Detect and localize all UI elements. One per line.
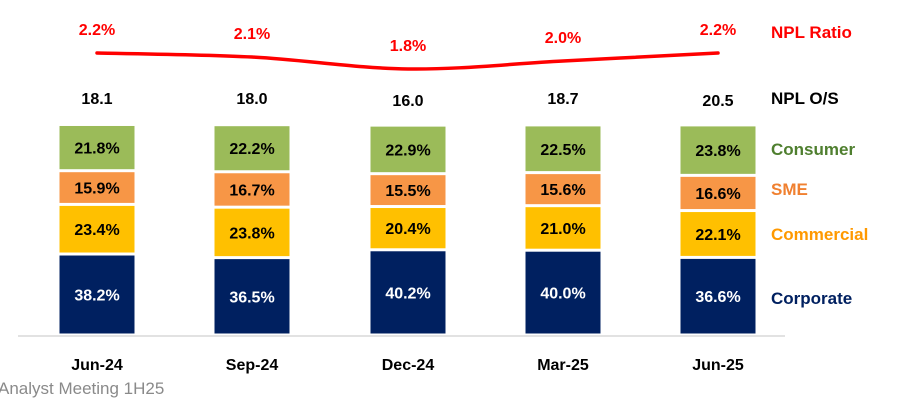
npl-ratio-label: 2.2%	[79, 22, 115, 39]
bar-commercial-Dec-24	[370, 208, 446, 249]
bar-consumer-Sep-24	[214, 126, 290, 171]
bar-sme-Sep-24	[214, 173, 290, 206]
data-label-commercial: 21.0%	[540, 221, 585, 238]
bar-corporate-Jun-25	[680, 258, 756, 334]
bar-consumer-Jun-24	[59, 125, 135, 170]
bar-corporate-Mar-25	[525, 251, 601, 334]
legend-commercial: Commercial	[771, 225, 868, 244]
data-label-consumer: 22.9%	[385, 142, 430, 159]
bar-sme-Jun-25	[680, 176, 756, 210]
bar-commercial-Mar-25	[525, 207, 601, 249]
bar-consumer-Mar-25	[525, 126, 601, 172]
bar-sme-Mar-25	[525, 174, 601, 205]
npl-ratio-label: 2.1%	[234, 26, 270, 43]
data-label-corporate: 38.2%	[74, 288, 119, 305]
data-label-commercial: 20.4%	[385, 221, 430, 238]
legend-npl-os: NPL O/S	[771, 89, 839, 108]
legend-corporate: Corporate	[771, 289, 852, 308]
footer-text: Analyst Meeting 1H25	[0, 379, 165, 398]
x-tick-label: Jun-25	[692, 357, 744, 374]
npl-ratio-label: 1.8%	[390, 38, 426, 55]
npl-os-label: 18.0	[236, 91, 267, 108]
npl-ratio-line	[95, 51, 720, 71]
data-label-corporate: 36.6%	[695, 289, 740, 306]
bar-corporate-Sep-24	[214, 259, 290, 334]
bar-consumer-Jun-25	[680, 126, 756, 174]
legend-npl-ratio: NPL Ratio	[771, 23, 852, 42]
bar-consumer-Dec-24	[370, 126, 446, 173]
data-label-sme: 16.7%	[229, 182, 274, 199]
data-label-sme: 15.9%	[74, 181, 119, 198]
data-label-consumer: 21.8%	[74, 141, 119, 158]
bar-corporate-Jun-24	[59, 255, 135, 334]
npl-os-label: 18.7	[547, 91, 578, 108]
data-label-sme: 15.5%	[385, 183, 430, 200]
legend-consumer: Consumer	[771, 140, 855, 159]
bar-commercial-Jun-24	[59, 205, 135, 253]
bar-commercial-Jun-25	[680, 212, 756, 256]
npl-os-label: 20.5	[702, 93, 733, 110]
npl-os-label: 16.0	[392, 93, 423, 110]
data-label-sme: 15.6%	[540, 182, 585, 199]
bar-commercial-Sep-24	[214, 208, 290, 257]
legend-sme: SME	[771, 180, 808, 199]
data-label-consumer: 23.8%	[695, 143, 740, 160]
data-label-commercial: 22.1%	[695, 227, 740, 244]
bar-corporate-Dec-24	[370, 251, 446, 334]
bar-sme-Dec-24	[370, 175, 446, 206]
data-label-commercial: 23.8%	[229, 225, 274, 242]
data-label-corporate: 40.0%	[540, 286, 585, 303]
bar-sme-Jun-24	[59, 172, 135, 203]
x-tick-label: Jun-24	[71, 357, 123, 374]
npl-os-label: 18.1	[81, 91, 112, 108]
npl-ratio-label: 2.2%	[700, 22, 736, 39]
data-label-corporate: 36.5%	[229, 289, 274, 306]
x-tick-label: Dec-24	[382, 357, 435, 374]
x-tick-label: Mar-25	[537, 357, 589, 374]
data-label-corporate: 40.2%	[385, 285, 430, 302]
data-label-commercial: 23.4%	[74, 222, 119, 239]
x-tick-label: Sep-24	[226, 357, 279, 374]
data-label-sme: 16.6%	[695, 186, 740, 203]
data-label-consumer: 22.2%	[229, 141, 274, 158]
npl-ratio-label: 2.0%	[545, 30, 581, 47]
data-label-consumer: 22.5%	[540, 142, 585, 159]
